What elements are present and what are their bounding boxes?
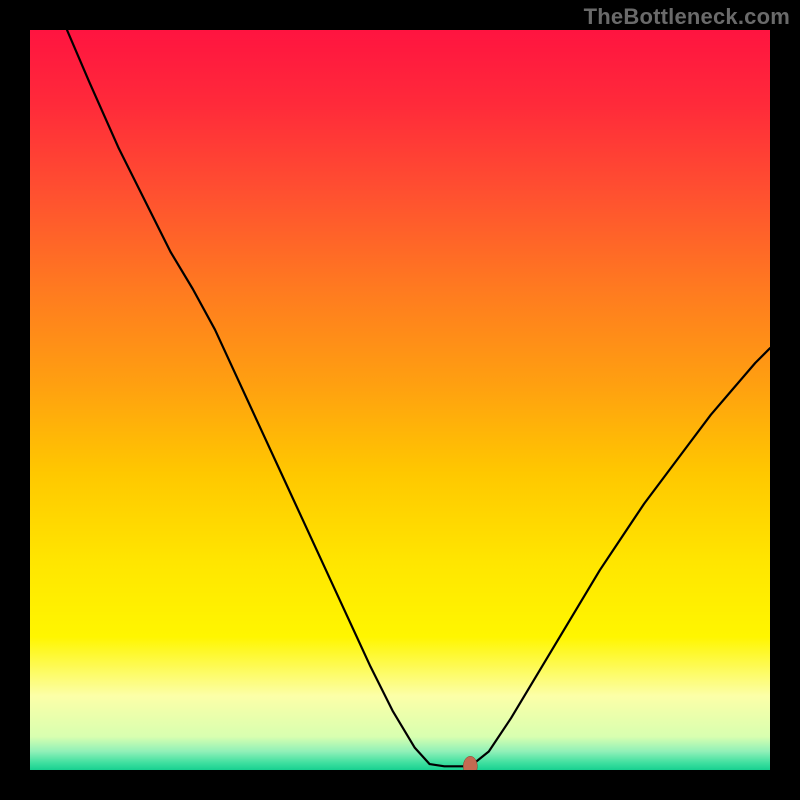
plot-area: [30, 30, 770, 770]
gradient-background: [30, 30, 770, 770]
chart-frame: TheBottleneck.com: [0, 0, 800, 800]
chart-svg: [30, 30, 770, 770]
watermark-text: TheBottleneck.com: [584, 4, 790, 30]
